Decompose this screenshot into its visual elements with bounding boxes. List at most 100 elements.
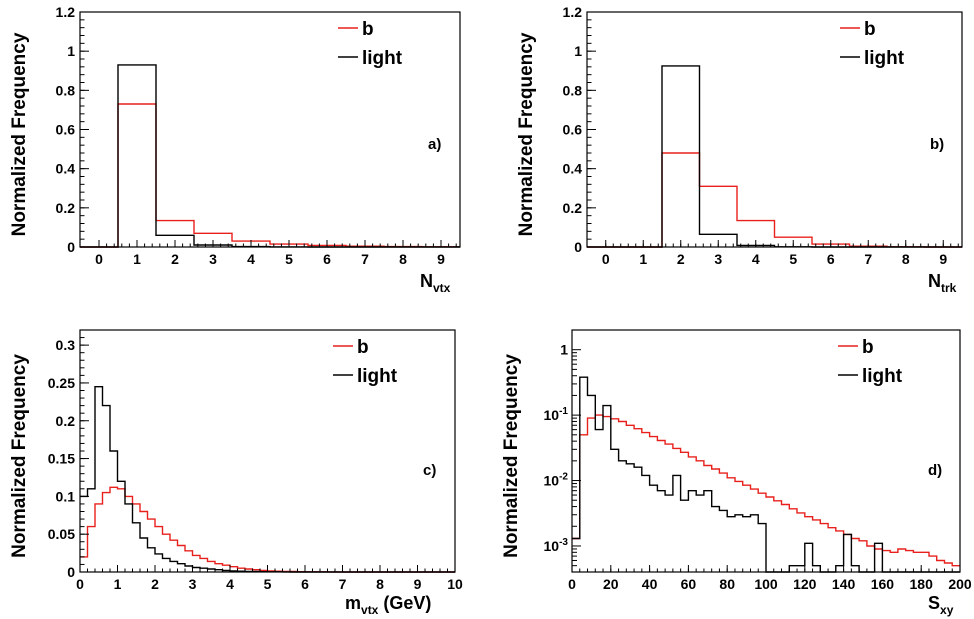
x-tick-label: 3 [189,576,197,592]
x-axis-label-sub: vtx [433,281,451,295]
y-tick-base: 10 [544,538,560,554]
x-tick-label: 6 [323,251,331,267]
y-tick-label: 0.8 [56,82,76,98]
x-tick-label: 3 [714,251,722,267]
legend-label-light: light [362,48,403,69]
panel-label: b) [930,136,944,153]
y-tick-label: 1.2 [56,4,76,20]
series-line-light [80,64,460,248]
y-tick-label: 0.8 [563,82,583,98]
y-tick-label: 0.2 [56,200,76,216]
x-tick-label: 7 [361,251,369,267]
y-tick-label: 0.25 [48,375,75,391]
chart-panel-3: 0 1 2 3 4 5 6 7 8 9 10 0 0.05 0.1 0.15 0.2 0.25 0.3 Normal… [9,329,463,617]
x-tick-label: 9 [939,251,947,267]
x-tick-label: 2 [151,576,159,592]
x-tick-label: 1 [639,251,647,267]
x-tick-label: 6 [827,251,835,267]
x-tick-label: 0 [568,576,576,592]
y-tick-label: 1 [67,43,75,59]
y-tick-label: 0 [67,239,75,255]
legend-label-light: light [864,48,905,69]
x-axis-label-main: N [420,271,433,291]
x-axis-label-main: S [928,593,940,613]
x-tick-label: 0 [76,576,84,592]
x-tick-label: 7 [339,576,347,592]
x-axis-label: mvtx (GeV) [345,593,431,617]
y-tick-label: 1.2 [563,4,583,20]
x-tick-label: 100 [754,576,778,592]
panel-label: d) [928,462,942,479]
x-tick-label: 2 [171,251,179,267]
series-line-light [587,65,962,248]
x-tick-label: 160 [871,576,895,592]
legend-label-b: b [862,337,874,358]
x-tick-label: 1 [114,576,122,592]
chart-panel-4: 0 20 40 60 80 100 120 140 160 180 20010-310-210-11… [501,329,972,617]
x-tick-label: 4 [226,576,234,592]
series-line-light [572,376,960,573]
y-tick-label: 0.2 [56,413,76,429]
y-tick-exponent: -1 [559,406,568,417]
y-tick-label: 10-1 [544,406,569,423]
x-tick-label: 5 [285,251,293,267]
x-tick-label: 9 [414,576,422,592]
x-axis-label-sub: xy [940,603,954,617]
x-tick-label: 1 [133,251,141,267]
x-tick-label: 4 [752,251,760,267]
legend-label-b: b [362,19,374,40]
plot-frame [79,11,461,248]
y-tick-label: 0 [574,239,582,255]
y-axis-label: Normalized Frequency [9,354,30,558]
x-tick-label: 6 [301,576,309,592]
series-line-light [80,386,455,573]
x-tick-label: 8 [399,251,407,267]
x-axis-label-sub: vtx [361,603,379,617]
x-tick-label: 8 [376,576,384,592]
chart-panel-1: 0 1 2 3 4 5 6 7 8 9 0 0.2 0.4 0.6 0.8 1 1.2 Normalized Fr… [9,4,461,295]
x-tick-label: 5 [789,251,797,267]
y-axis-label: Normalized Frequency [9,32,30,236]
plot-frame [586,11,963,248]
x-tick-label: 80 [719,576,735,592]
legend-label-light: light [862,366,903,387]
x-tick-label: 8 [902,251,910,267]
y-tick-label: 10-3 [544,537,569,554]
legend-label-light: light [357,366,398,387]
x-tick-label: 3 [209,251,217,267]
panel-label: a) [428,136,441,153]
x-tick-label: 10 [447,576,463,592]
x-axis-label: Sxy [928,593,954,617]
legend-label-b: b [864,19,876,40]
x-tick-label: 120 [793,576,817,592]
series-line-b [80,103,460,248]
y-tick-label: 0.6 [56,122,76,138]
y-tick-label: 10-2 [544,472,569,489]
y-tick-label: 1 [560,342,568,358]
y-tick-label: 0 [67,564,75,580]
panel-label: c) [423,462,436,479]
y-tick-label: 0.6 [563,122,583,138]
x-axis-label-units: (GeV) [378,593,431,613]
x-tick-label: 20 [603,576,619,592]
chart-panel-2: 0 1 2 3 4 5 6 7 8 9 0 0.2 0.4 0.6 0.8 1 1.2 Normalized Fr… [516,4,963,295]
series-line-b [587,152,962,248]
y-tick-label: 0.4 [563,161,583,177]
x-tick-label: 2 [677,251,685,267]
y-tick-label: 0.1 [56,488,76,504]
y-tick-base: 10 [544,473,560,489]
x-tick-label: 9 [437,251,445,267]
x-tick-label: 60 [681,576,697,592]
y-tick-label: 0.4 [56,161,76,177]
y-tick-label: 1 [574,43,582,59]
series-line-b [80,486,455,573]
legend-label-b: b [357,337,369,358]
x-axis-label-main: m [345,593,361,613]
y-tick-label: 0.2 [563,200,583,216]
x-axis-label-main: N [928,271,941,291]
y-tick-label: 0.3 [56,337,76,353]
plot-frame [79,329,456,573]
y-tick-label: 0.15 [48,451,75,467]
x-axis-label: Ntrk [928,271,957,295]
